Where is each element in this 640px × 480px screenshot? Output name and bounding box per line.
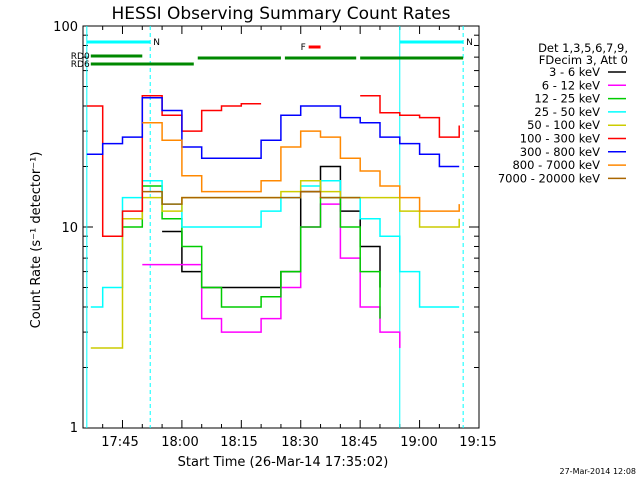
timestamp: 27-Mar-2014 12:08 (560, 467, 637, 476)
chart-title: HESSI Observing Summary Count Rates (111, 4, 450, 24)
y-axis-label: Count Rate (s⁻¹ detector⁻¹) (29, 152, 44, 329)
overlay-label: N (153, 38, 160, 48)
legend-entry: 300 - 800 keV (520, 145, 600, 159)
legend-entry: 100 - 300 keV (520, 132, 600, 146)
overlay-label: F (301, 43, 306, 53)
legend-entry: 50 - 100 keV (527, 118, 600, 132)
overlay-label: RD6 (71, 60, 90, 70)
legend-entry: 12 - 25 keV (534, 92, 600, 106)
series-line (142, 203, 401, 348)
overlay-label: RD0 (71, 52, 90, 62)
x-tick-label: 19:00 (400, 435, 437, 450)
x-tick-label: 18:15 (220, 435, 257, 450)
legend-entry: 800 - 7000 keV (512, 158, 600, 172)
x-tick-label: 18:45 (340, 435, 377, 450)
legend-entry: 7000 - 20000 keV (498, 171, 600, 185)
series-line (122, 185, 381, 319)
data-series (86, 94, 460, 349)
x-tick-label: 17:45 (101, 435, 138, 450)
legend-entry: 6 - 12 keV (542, 78, 600, 92)
x-tick-label: 18:00 (161, 435, 198, 450)
overlay-label: N (466, 38, 473, 48)
legend-entry: 3 - 6 keV (549, 65, 600, 79)
legend-header: FDecim 3, Att 0 (539, 53, 628, 67)
x-axis-label: Start Time (26-Mar-14 17:35:02) (178, 455, 389, 470)
legend-header: Det 1,3,5,6,7,9, (538, 41, 628, 55)
series-line (86, 94, 460, 237)
y-tick-label: 1 (70, 421, 78, 436)
y-tick-label: 10 (61, 221, 78, 236)
series-line (142, 122, 460, 212)
axis-ticks (83, 25, 480, 429)
y-tick-label: 100 (53, 20, 78, 35)
series-line (142, 190, 361, 205)
x-tick-label: 19:15 (459, 435, 496, 450)
x-tick-label: 18:30 (281, 435, 318, 450)
legend-entry: 25 - 50 keV (534, 105, 600, 119)
series-line (86, 96, 460, 168)
